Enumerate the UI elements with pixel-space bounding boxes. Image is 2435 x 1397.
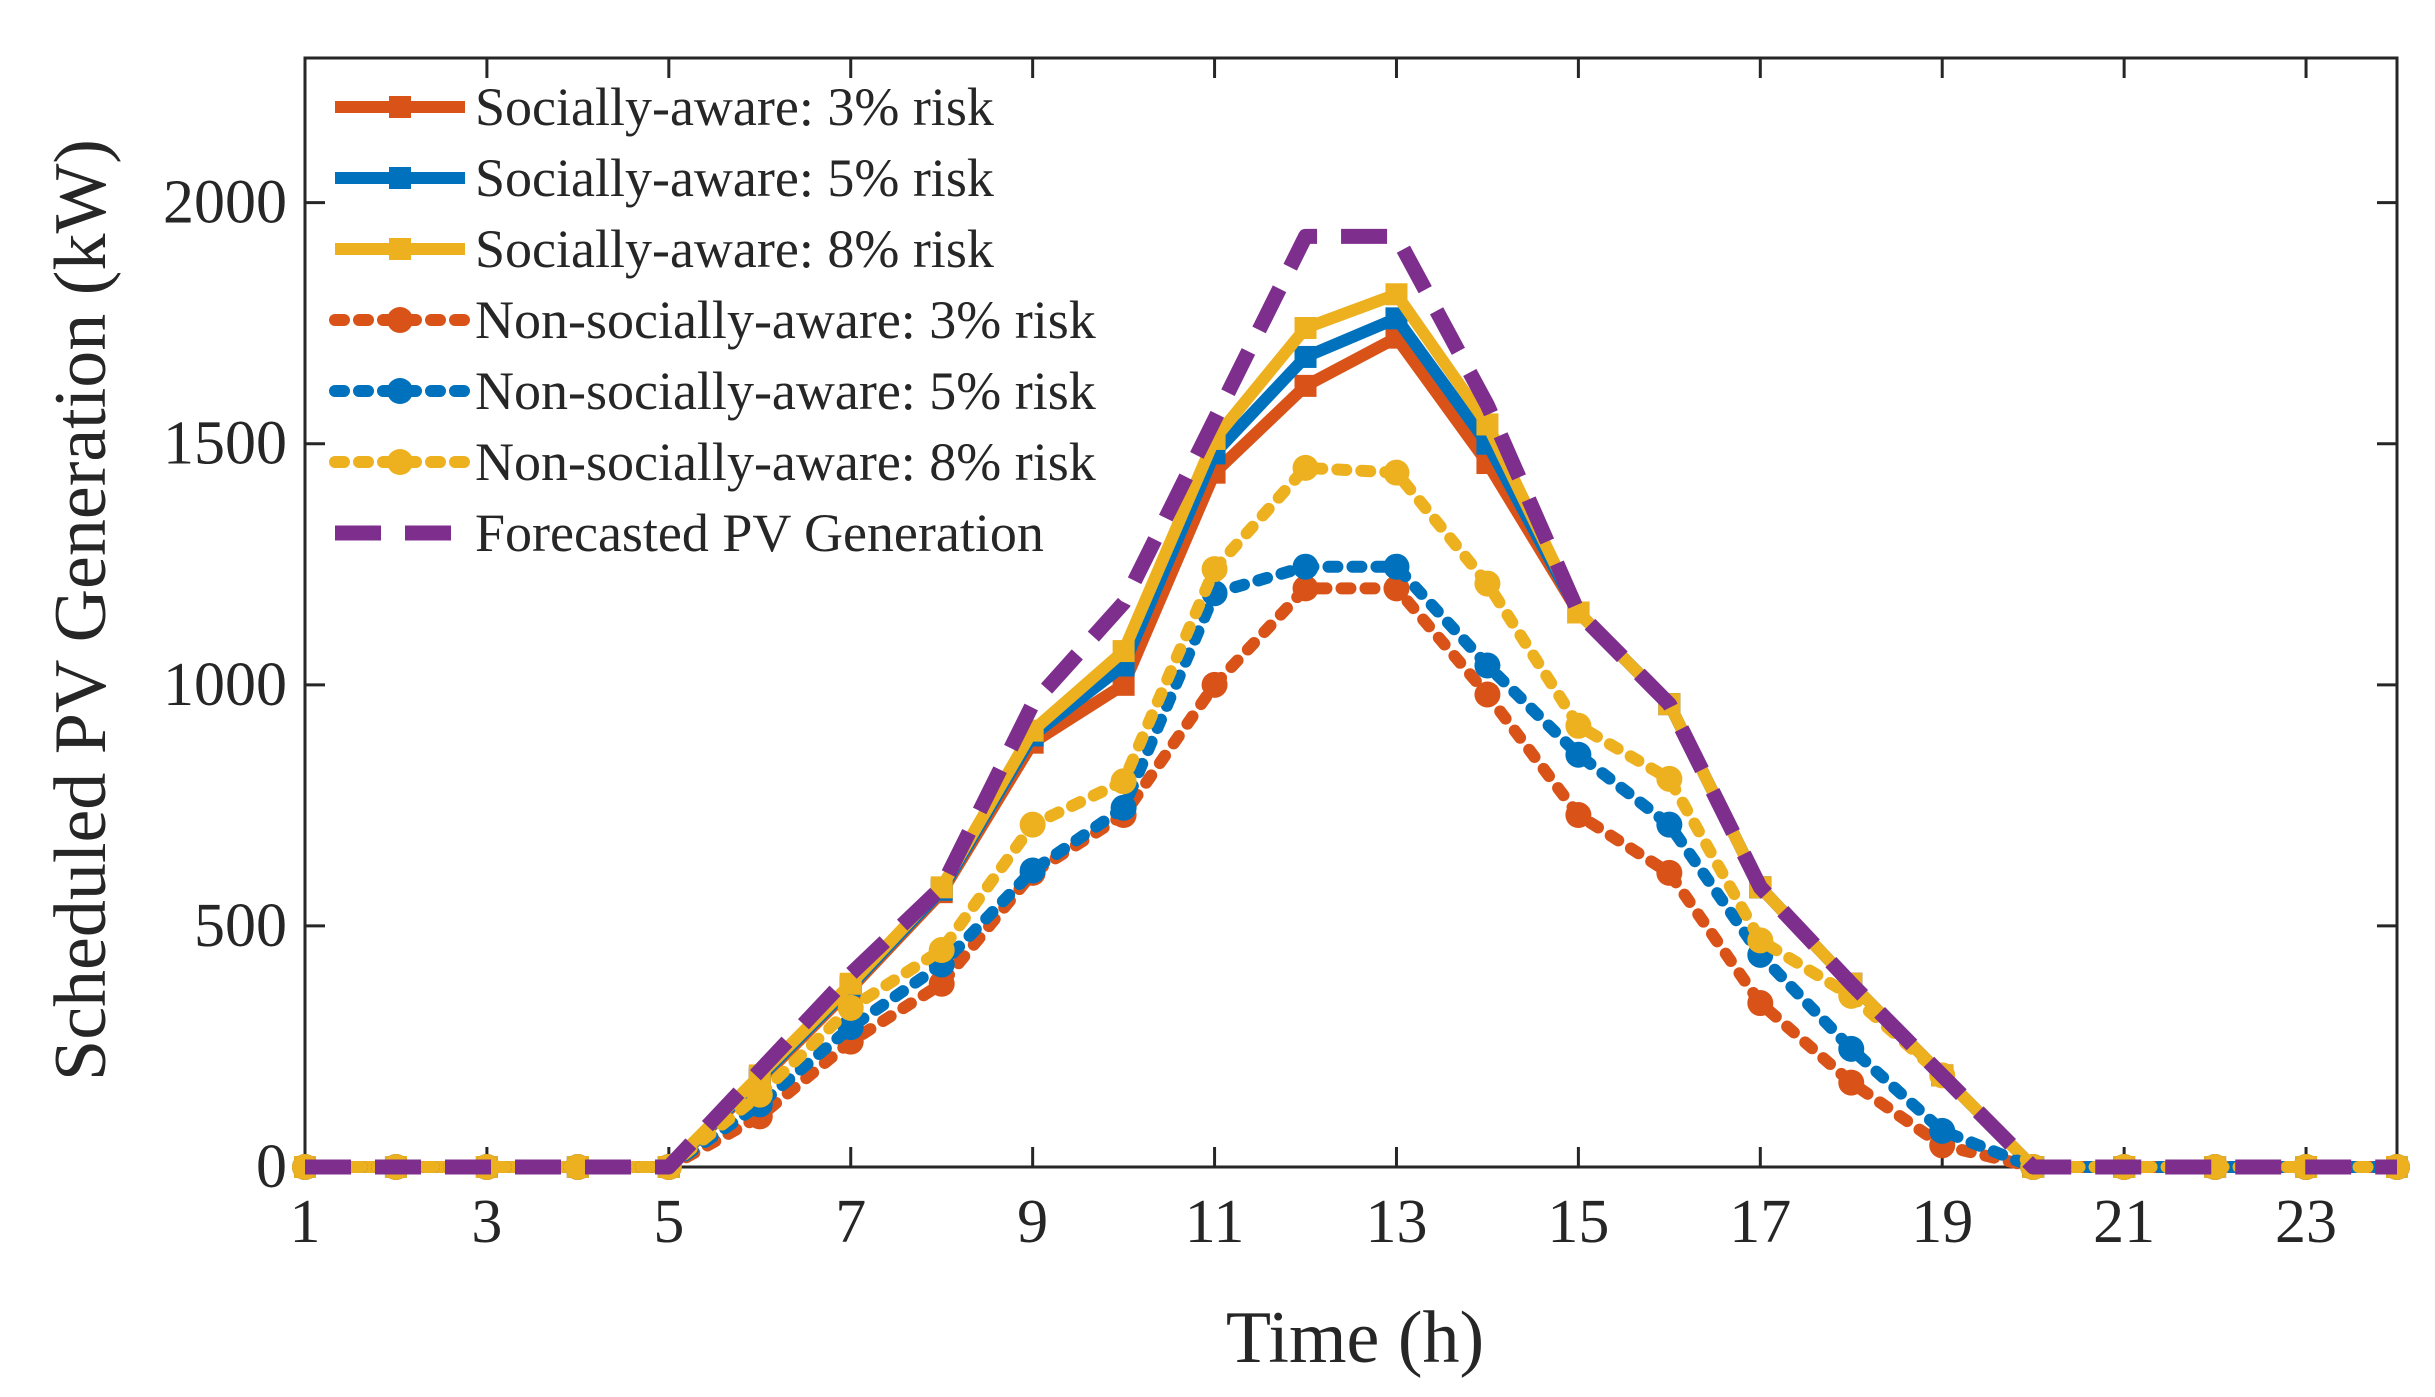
- x-tick-label: 5: [653, 1188, 684, 1256]
- plot-frame: [303, 56, 2399, 1169]
- data-point: [930, 876, 953, 899]
- series-forecasted-pv-generation: [305, 228, 2397, 1175]
- data-point: [1292, 553, 1319, 580]
- legend-item: Non-socially-aware: 5% risk: [329, 361, 1096, 421]
- data-point: [1292, 575, 1319, 602]
- x-tick-label: 7: [835, 1188, 866, 1256]
- legend-swatch-marker: [387, 378, 413, 404]
- data-point: [1656, 765, 1683, 792]
- plot-area: [303, 56, 2399, 1169]
- data-point: [1294, 345, 1317, 368]
- legend-label: Socially-aware: 8% risk: [475, 219, 994, 279]
- x-tick-label: 19: [1911, 1188, 1973, 1256]
- x-tick-label: 11: [1185, 1188, 1245, 1256]
- data-point: [1474, 570, 1501, 597]
- data-point: [1110, 794, 1137, 821]
- x-tick-label: 23: [2275, 1188, 2337, 1256]
- data-point: [837, 1014, 864, 1041]
- y-tick-label: 500: [194, 892, 287, 960]
- data-point: [928, 970, 955, 997]
- legend-label: Non-socially-aware: 3% risk: [475, 290, 1096, 350]
- x-tick-label: 15: [1547, 1188, 1609, 1256]
- data-point: [1294, 317, 1317, 340]
- data-point: [1474, 652, 1501, 679]
- data-point: [1565, 712, 1592, 739]
- x-tick-label: 13: [1365, 1188, 1427, 1256]
- legend-swatch-marker: [387, 449, 413, 475]
- data-point: [1656, 811, 1683, 838]
- y-tick-label: 2000: [163, 169, 287, 237]
- y-tick-labels: 0 500 1000 1500 2000: [163, 169, 287, 1201]
- data-point: [1385, 283, 1408, 306]
- data-point: [1201, 556, 1228, 583]
- data-point: [1383, 553, 1410, 580]
- data-point: [1019, 811, 1046, 838]
- x-axis-label: Time (h): [1226, 1297, 1484, 1379]
- data-point: [564, 1154, 591, 1180]
- data-point: [1929, 1117, 1956, 1144]
- data-point: [1838, 1035, 1865, 1062]
- data-point: [1565, 802, 1592, 829]
- data-point: [1565, 741, 1592, 768]
- data-point: [1567, 601, 1590, 624]
- legend-item: Socially-aware: 3% risk: [335, 77, 994, 137]
- legend-label: Non-socially-aware: 8% risk: [475, 432, 1096, 492]
- data-point: [1383, 575, 1410, 602]
- y-axis-label: Scheduled PV Generation (kW): [40, 139, 122, 1081]
- legend-label: Forecasted PV Generation: [475, 503, 1044, 563]
- data-point: [1656, 859, 1683, 886]
- data-point: [1294, 374, 1317, 397]
- data-point: [1201, 671, 1228, 698]
- x-tick-label: 1: [290, 1188, 321, 1256]
- data-point: [1476, 413, 1499, 436]
- data-point: [1110, 768, 1137, 795]
- data-point: [1747, 990, 1774, 1017]
- x-tick-label: 21: [2093, 1188, 2155, 1256]
- legend-item: Non-socially-aware: 3% risk: [329, 290, 1096, 350]
- data-point: [1383, 459, 1410, 486]
- legend-label: Socially-aware: 3% risk: [475, 77, 994, 137]
- legend-swatch-marker: [389, 167, 411, 189]
- legend: Socially-aware: 3% risk Socially-aware: 5…: [329, 77, 1096, 563]
- x-tick-labels: 1 3 5 7 9 11 13 15 17 19 21 23: [290, 1188, 2338, 1256]
- y-tick-label: 0: [256, 1133, 287, 1201]
- data-point: [1292, 454, 1319, 481]
- legend-label: Non-socially-aware: 5% risk: [475, 361, 1096, 421]
- data-point: [1747, 927, 1774, 954]
- y-tick-label: 1500: [163, 410, 287, 478]
- data-point: [1112, 640, 1135, 663]
- data-point: [1112, 673, 1135, 696]
- legend-item: Non-socially-aware: 8% risk: [329, 432, 1096, 492]
- legend-swatch-marker: [389, 238, 411, 260]
- data-point: [1385, 307, 1408, 330]
- series-line: [305, 228, 2397, 1175]
- x-tick-label: 9: [1017, 1188, 1048, 1256]
- series-layer: [292, 228, 2410, 1180]
- legend-swatch-marker: [387, 307, 413, 333]
- legend-item: Socially-aware: 5% risk: [335, 148, 994, 208]
- y-tick-label: 1000: [163, 651, 287, 719]
- data-point: [1838, 1069, 1865, 1096]
- legend-label: Socially-aware: 5% risk: [475, 148, 994, 208]
- legend-item: Socially-aware: 8% risk: [335, 219, 994, 279]
- data-point: [1474, 681, 1501, 708]
- data-point: [746, 1081, 773, 1108]
- legend-swatch-marker: [389, 96, 411, 118]
- data-point: [1019, 857, 1046, 884]
- data-point: [837, 994, 864, 1021]
- x-tick-label: 17: [1729, 1188, 1791, 1256]
- x-tick-label: 3: [471, 1188, 502, 1256]
- data-point: [928, 937, 955, 964]
- legend-item: Forecasted PV Generation: [335, 503, 1044, 563]
